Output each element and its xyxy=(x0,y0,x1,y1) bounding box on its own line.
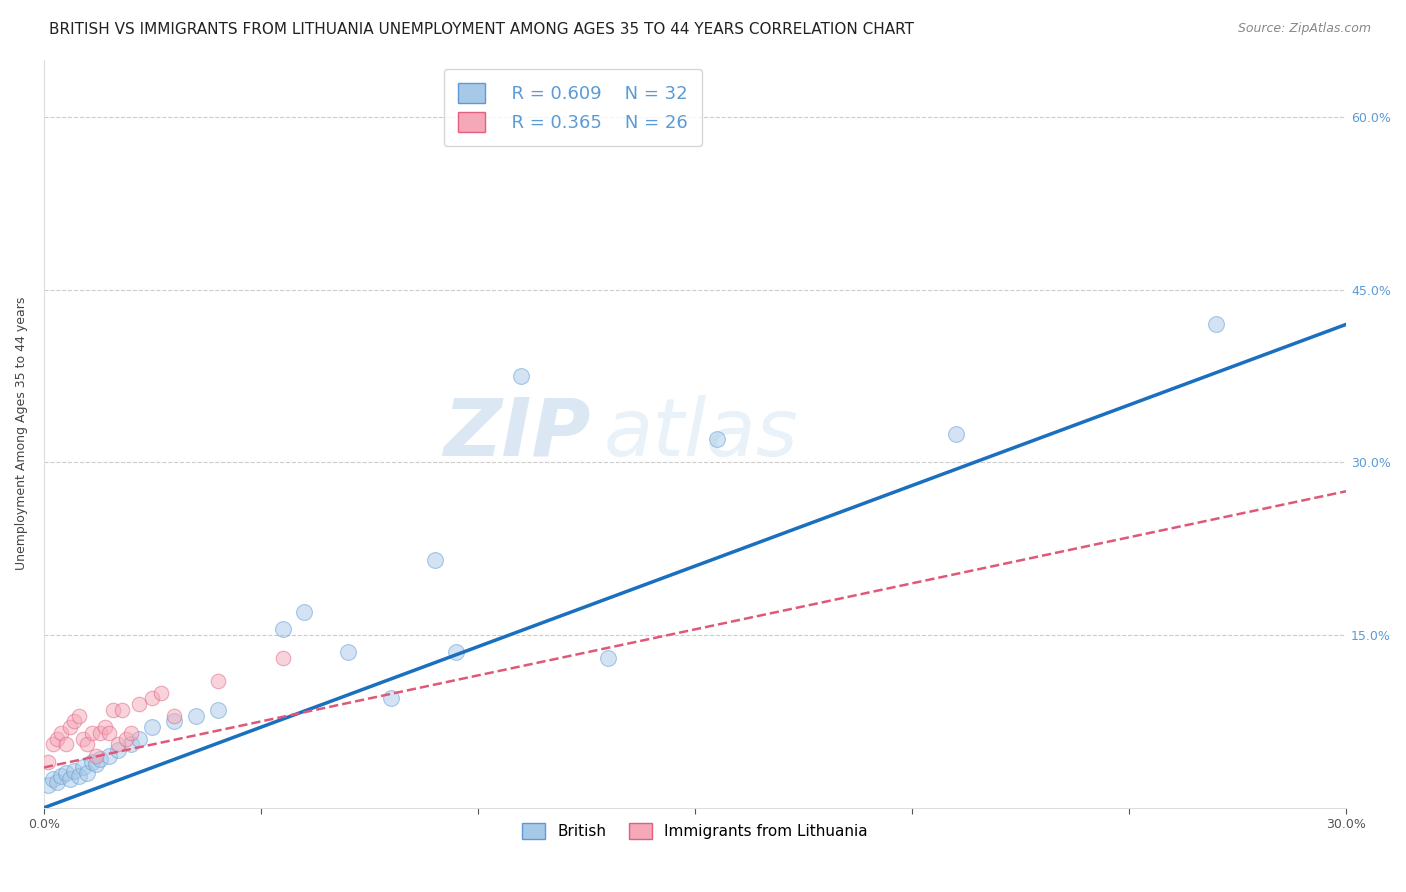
Point xyxy=(111,703,134,717)
Point xyxy=(98,726,121,740)
Point xyxy=(98,748,121,763)
Point xyxy=(80,726,103,740)
Point xyxy=(294,605,316,619)
Point xyxy=(63,764,86,778)
Point xyxy=(423,553,446,567)
Point xyxy=(598,651,620,665)
Point xyxy=(89,726,111,740)
Point xyxy=(37,778,59,792)
Point xyxy=(115,731,138,746)
Point xyxy=(67,768,90,782)
Point xyxy=(46,731,69,746)
Point xyxy=(141,691,163,706)
Text: ZIP: ZIP xyxy=(443,394,591,473)
Point xyxy=(67,708,90,723)
Point xyxy=(41,772,63,786)
Point xyxy=(84,748,107,763)
Point xyxy=(93,720,115,734)
Point xyxy=(446,645,468,659)
Point xyxy=(163,714,186,729)
Point xyxy=(51,768,73,782)
Point xyxy=(51,726,73,740)
Point xyxy=(184,708,207,723)
Point xyxy=(128,731,150,746)
Point xyxy=(72,760,94,774)
Y-axis label: Unemployment Among Ages 35 to 44 years: Unemployment Among Ages 35 to 44 years xyxy=(15,297,28,570)
Point xyxy=(271,623,294,637)
Point xyxy=(59,772,82,786)
Point xyxy=(46,775,69,789)
Point xyxy=(128,697,150,711)
Point xyxy=(380,691,402,706)
Point xyxy=(80,755,103,769)
Point xyxy=(55,766,77,780)
Point xyxy=(76,738,98,752)
Point xyxy=(41,738,63,752)
Point xyxy=(63,714,86,729)
Text: BRITISH VS IMMIGRANTS FROM LITHUANIA UNEMPLOYMENT AMONG AGES 35 TO 44 YEARS CORR: BRITISH VS IMMIGRANTS FROM LITHUANIA UNE… xyxy=(49,22,914,37)
Point xyxy=(1205,318,1227,332)
Point xyxy=(150,686,173,700)
Point xyxy=(510,369,533,384)
Text: Source: ZipAtlas.com: Source: ZipAtlas.com xyxy=(1237,22,1371,36)
Point xyxy=(336,645,359,659)
Point xyxy=(207,674,229,689)
Point xyxy=(120,726,142,740)
Point xyxy=(141,720,163,734)
Point xyxy=(55,738,77,752)
Point xyxy=(706,433,728,447)
Point xyxy=(120,738,142,752)
Point xyxy=(76,766,98,780)
Point xyxy=(107,738,129,752)
Point xyxy=(72,731,94,746)
Point xyxy=(207,703,229,717)
Point xyxy=(59,720,82,734)
Point xyxy=(945,426,967,441)
Point xyxy=(163,708,186,723)
Point xyxy=(84,757,107,772)
Point xyxy=(271,651,294,665)
Point xyxy=(89,752,111,766)
Point xyxy=(103,703,125,717)
Text: atlas: atlas xyxy=(605,394,799,473)
Point xyxy=(107,743,129,757)
Point xyxy=(37,755,59,769)
Legend: British, Immigrants from Lithuania: British, Immigrants from Lithuania xyxy=(516,817,875,845)
